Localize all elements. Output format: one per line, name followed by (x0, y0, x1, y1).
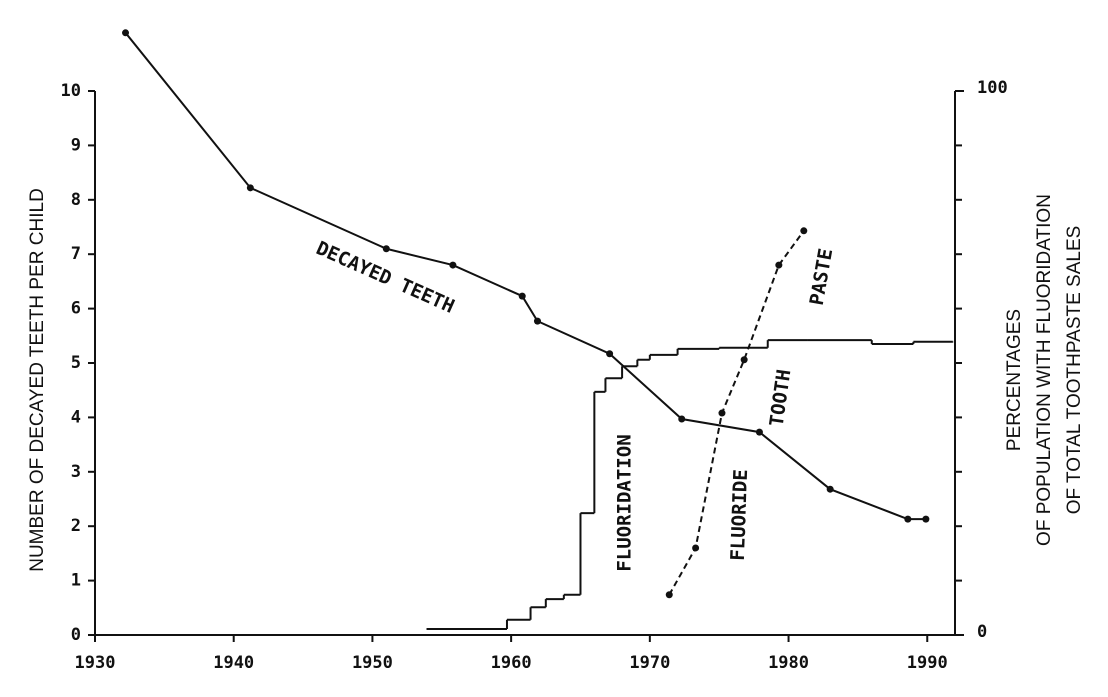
x-tick-label: 1950 (352, 653, 393, 673)
point (800, 227, 808, 235)
y2-axis-title: OF POPULATION WITH FLUORIDATION (1034, 194, 1055, 546)
y-tick-label: 0 (71, 625, 81, 645)
point (606, 350, 614, 358)
point (740, 356, 748, 364)
x-tick-label: 1930 (75, 653, 116, 673)
x-tick-label: 1990 (907, 653, 948, 673)
y-tick-label: 4 (71, 407, 81, 427)
y-tick-label: 8 (71, 190, 81, 210)
point (775, 261, 783, 269)
point (518, 292, 526, 300)
annotation: FLUORIDE (727, 469, 752, 561)
y-tick-label: 9 (71, 135, 81, 155)
point (755, 428, 763, 436)
x-tick-label: 1970 (629, 653, 670, 673)
point (692, 544, 700, 552)
y-tick-label: 1 (71, 571, 81, 591)
y2-tick-label: 0 (977, 622, 987, 642)
y2-axis-title: OF TOTAL TOOTHPASTE SALES (1064, 226, 1085, 515)
point (665, 591, 673, 599)
y-tick-label: 2 (71, 516, 81, 536)
point (826, 485, 834, 493)
point (922, 515, 930, 523)
x-tick-label: 1960 (491, 653, 532, 673)
point (533, 317, 541, 325)
point (904, 515, 912, 523)
y-tick-label: 6 (71, 299, 81, 319)
series-line (124, 32, 926, 521)
y-tick-label: 5 (71, 353, 81, 373)
point (718, 409, 726, 417)
y-tick-label: 3 (71, 462, 81, 482)
point (246, 184, 254, 192)
point (449, 261, 457, 269)
annotation: TOOTH (766, 368, 796, 428)
y2-axis-title: PERCENTAGES (1004, 309, 1025, 451)
x-tick-label: 1980 (768, 653, 809, 673)
y-tick-label: 10 (61, 81, 81, 101)
y-tick-label: 7 (71, 244, 81, 264)
annotation: FLUORIDATION (614, 434, 636, 571)
series-line (668, 230, 805, 596)
point (382, 245, 390, 253)
annotation: PASTE (806, 247, 838, 307)
point (122, 29, 130, 37)
x-tick-label: 1940 (213, 653, 254, 673)
point (678, 415, 686, 423)
y-axis-title: NUMBER OF DECAYED TEETH PER CHILD (27, 188, 48, 572)
y2-tick-label: 100 (977, 78, 1008, 98)
